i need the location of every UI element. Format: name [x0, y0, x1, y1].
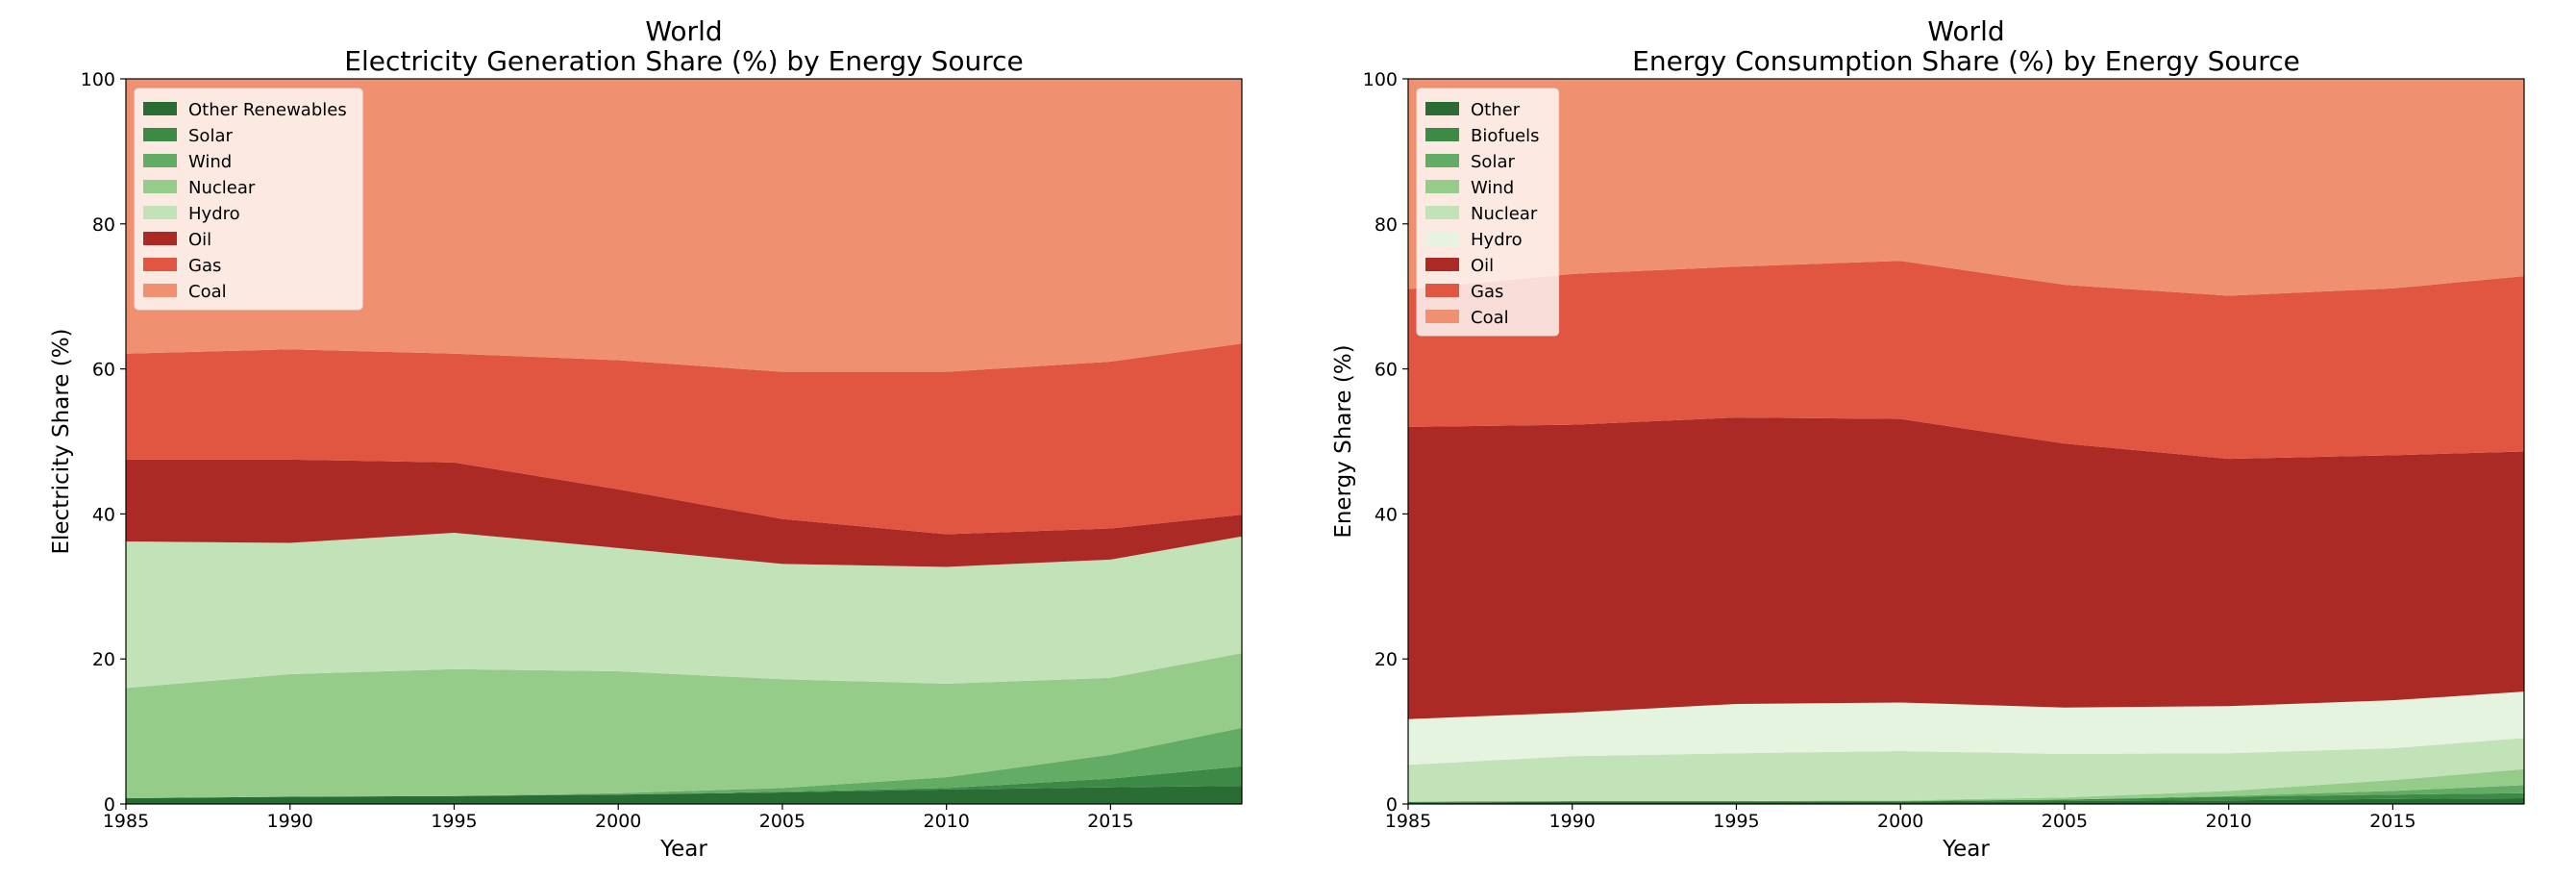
area-wind	[1408, 768, 2524, 802]
legend-label-nuclear: Nuclear	[1471, 204, 1538, 224]
legend-swatch-coal	[1425, 310, 1459, 323]
plot-frame	[1407, 78, 2525, 805]
legend-swatch-other-renewables	[143, 102, 177, 115]
area-gas	[1408, 261, 2524, 460]
x-tick-label: 2005	[759, 811, 805, 832]
legend-label-biofuels: Biofuels	[1471, 126, 1540, 146]
y-axis-label: Electricity Share (%)	[49, 328, 74, 554]
legend-label-coal: Coal	[1471, 308, 1509, 328]
legend-swatch-gas	[1425, 284, 1459, 297]
legend-swatch-oil	[143, 232, 177, 245]
area-biofuels	[1408, 792, 2524, 803]
y-axis-label: Energy Share (%)	[1331, 344, 1356, 538]
legend-swatch-coal	[143, 284, 177, 297]
legend-box	[134, 88, 363, 311]
legend-label-oil: Oil	[188, 230, 211, 250]
y-tick-label: 0	[104, 794, 115, 816]
legend-box	[1416, 88, 1560, 337]
legend-label-gas: Gas	[1471, 282, 1503, 302]
y-tick-label: 60	[92, 360, 115, 381]
area-nuclear	[126, 653, 1242, 798]
area-hydro	[126, 533, 1242, 689]
legend-label-other: Other	[1471, 100, 1521, 120]
x-tick-label: 1990	[267, 811, 313, 832]
x-tick-label: 1985	[103, 811, 149, 832]
legend-label-hydro: Hydro	[188, 204, 240, 224]
area-coal	[1408, 79, 2524, 296]
y-tick-label: 80	[92, 214, 115, 236]
legend-swatch-wind	[1425, 180, 1459, 193]
chart-title: World	[645, 15, 722, 47]
legend-swatch-wind	[143, 154, 177, 167]
legend-label-wind: Wind	[1471, 178, 1514, 198]
legend: Other Renewables Solar Wind Nuclear Hydro Oil…	[134, 88, 363, 311]
chart-subtitle: Energy Consumption Share (%) by Energy S…	[1632, 45, 2300, 77]
stacked-areas	[126, 79, 1242, 804]
x-tick-label: 2015	[1087, 811, 1133, 832]
chart-1: 1985 1990 1995 2000 2005 2010 2015 0 20 40 60 80 100…	[49, 15, 1243, 862]
x-tick-label: 2015	[2369, 811, 2415, 832]
y-tick-label: 100	[81, 69, 115, 90]
x-tick-label: 2010	[2205, 811, 2251, 832]
legend-label-hydro: Hydro	[1471, 230, 1523, 250]
legend-label-solar: Solar	[1471, 152, 1515, 172]
y-tick-label: 100	[1363, 69, 1398, 90]
y-tick-label: 40	[1375, 504, 1398, 525]
legend-swatch-nuclear	[143, 180, 177, 193]
stacked-areas	[1408, 79, 2524, 804]
y-tick-label: 0	[1386, 794, 1398, 816]
legend: Other Biofuels Solar Wind Nuclear Hydro Oil Gas…	[1416, 88, 1560, 337]
legend-swatch-oil	[1425, 258, 1459, 271]
legend-label-wind: Wind	[188, 152, 232, 172]
plot-frame	[125, 78, 1243, 805]
legend-swatch-biofuels	[1425, 128, 1459, 141]
legend-label-gas: Gas	[188, 256, 221, 276]
legend-label-other-renewables: Other Renewables	[188, 100, 347, 120]
x-tick-label: 1995	[1713, 811, 1759, 832]
x-tick-label: 2000	[1877, 811, 1923, 832]
area-oil	[1408, 417, 2524, 719]
chart-2: 1985 1990 1995 2000 2005 2010 2015 0 20 40 60 80 100…	[1331, 15, 2525, 862]
legend-swatch-other	[1425, 102, 1459, 115]
legend-label-solar: Solar	[188, 126, 233, 146]
legend-swatch-solar	[1425, 154, 1459, 167]
area-coal	[126, 79, 1242, 372]
x-axis-label: Year	[659, 837, 707, 862]
x-tick-label: 2010	[923, 811, 969, 832]
legend-label-oil: Oil	[1471, 256, 1494, 276]
x-tick-label: 2005	[2042, 811, 2088, 832]
area-oil	[126, 459, 1242, 567]
legend-swatch-hydro	[1425, 232, 1459, 245]
x-tick-label: 1985	[1385, 811, 1431, 832]
legend-label-nuclear: Nuclear	[188, 178, 256, 198]
x-tick-label: 2000	[595, 811, 641, 832]
y-tick-label: 20	[1375, 649, 1398, 670]
y-tick-label: 80	[1375, 214, 1398, 236]
legend-swatch-nuclear	[1425, 206, 1459, 219]
legend-label-coal: Coal	[188, 282, 227, 302]
x-tick-label: 1990	[1549, 811, 1596, 832]
legend-swatch-gas	[143, 258, 177, 271]
chart-subtitle: Electricity Generation Share (%) by Ener…	[344, 45, 1023, 77]
area-gas	[126, 343, 1242, 535]
y-tick-label: 60	[1375, 360, 1398, 381]
y-tick-label: 20	[92, 649, 115, 670]
area-other	[1408, 797, 2524, 804]
x-tick-label: 1995	[431, 811, 477, 832]
area-hydro	[1408, 691, 2524, 766]
x-axis-label: Year	[1942, 837, 1990, 862]
legend-swatch-solar	[143, 128, 177, 141]
area-other-renewables	[126, 786, 1242, 804]
area-wind	[126, 727, 1242, 798]
area-nuclear	[1408, 738, 2524, 802]
chart-title: World	[1927, 15, 2004, 47]
y-tick-label: 40	[92, 504, 115, 525]
legend-swatch-hydro	[143, 206, 177, 219]
